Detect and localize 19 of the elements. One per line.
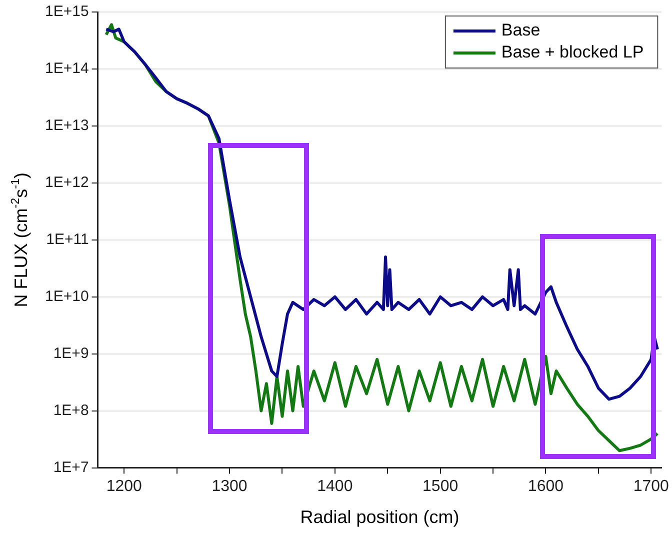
x-tick-label: 1500	[422, 478, 458, 495]
y-tick-label: 1E+9	[53, 344, 89, 362]
y-tick-label: 1E+11	[46, 231, 89, 248]
x-tick-label: 1300	[212, 478, 248, 495]
x-tick-label: 1400	[317, 478, 353, 495]
y-tick-label: 1E+7	[53, 458, 89, 476]
x-tick-label: 1700	[633, 478, 670, 495]
x-tick-label: 1600	[528, 478, 564, 495]
y-tick-label: 1E+8	[53, 402, 89, 419]
y-tick-label: 1E+13	[44, 117, 89, 134]
y-tick-label: 1E+14	[44, 60, 89, 78]
y-tick-label: 1E+12	[44, 174, 89, 192]
y-tick-label: 1E+10	[44, 288, 89, 306]
y-tick-label: 1E+15	[44, 3, 89, 20]
x-axis-title: Radial position (cm)	[300, 506, 460, 527]
legend-label: Base	[501, 20, 540, 40]
legend-label: Base + blocked LP	[501, 42, 644, 62]
x-tick-label: 1200	[106, 478, 142, 495]
y-axis-title: N FLUX (cm-2s-1)	[8, 172, 31, 308]
